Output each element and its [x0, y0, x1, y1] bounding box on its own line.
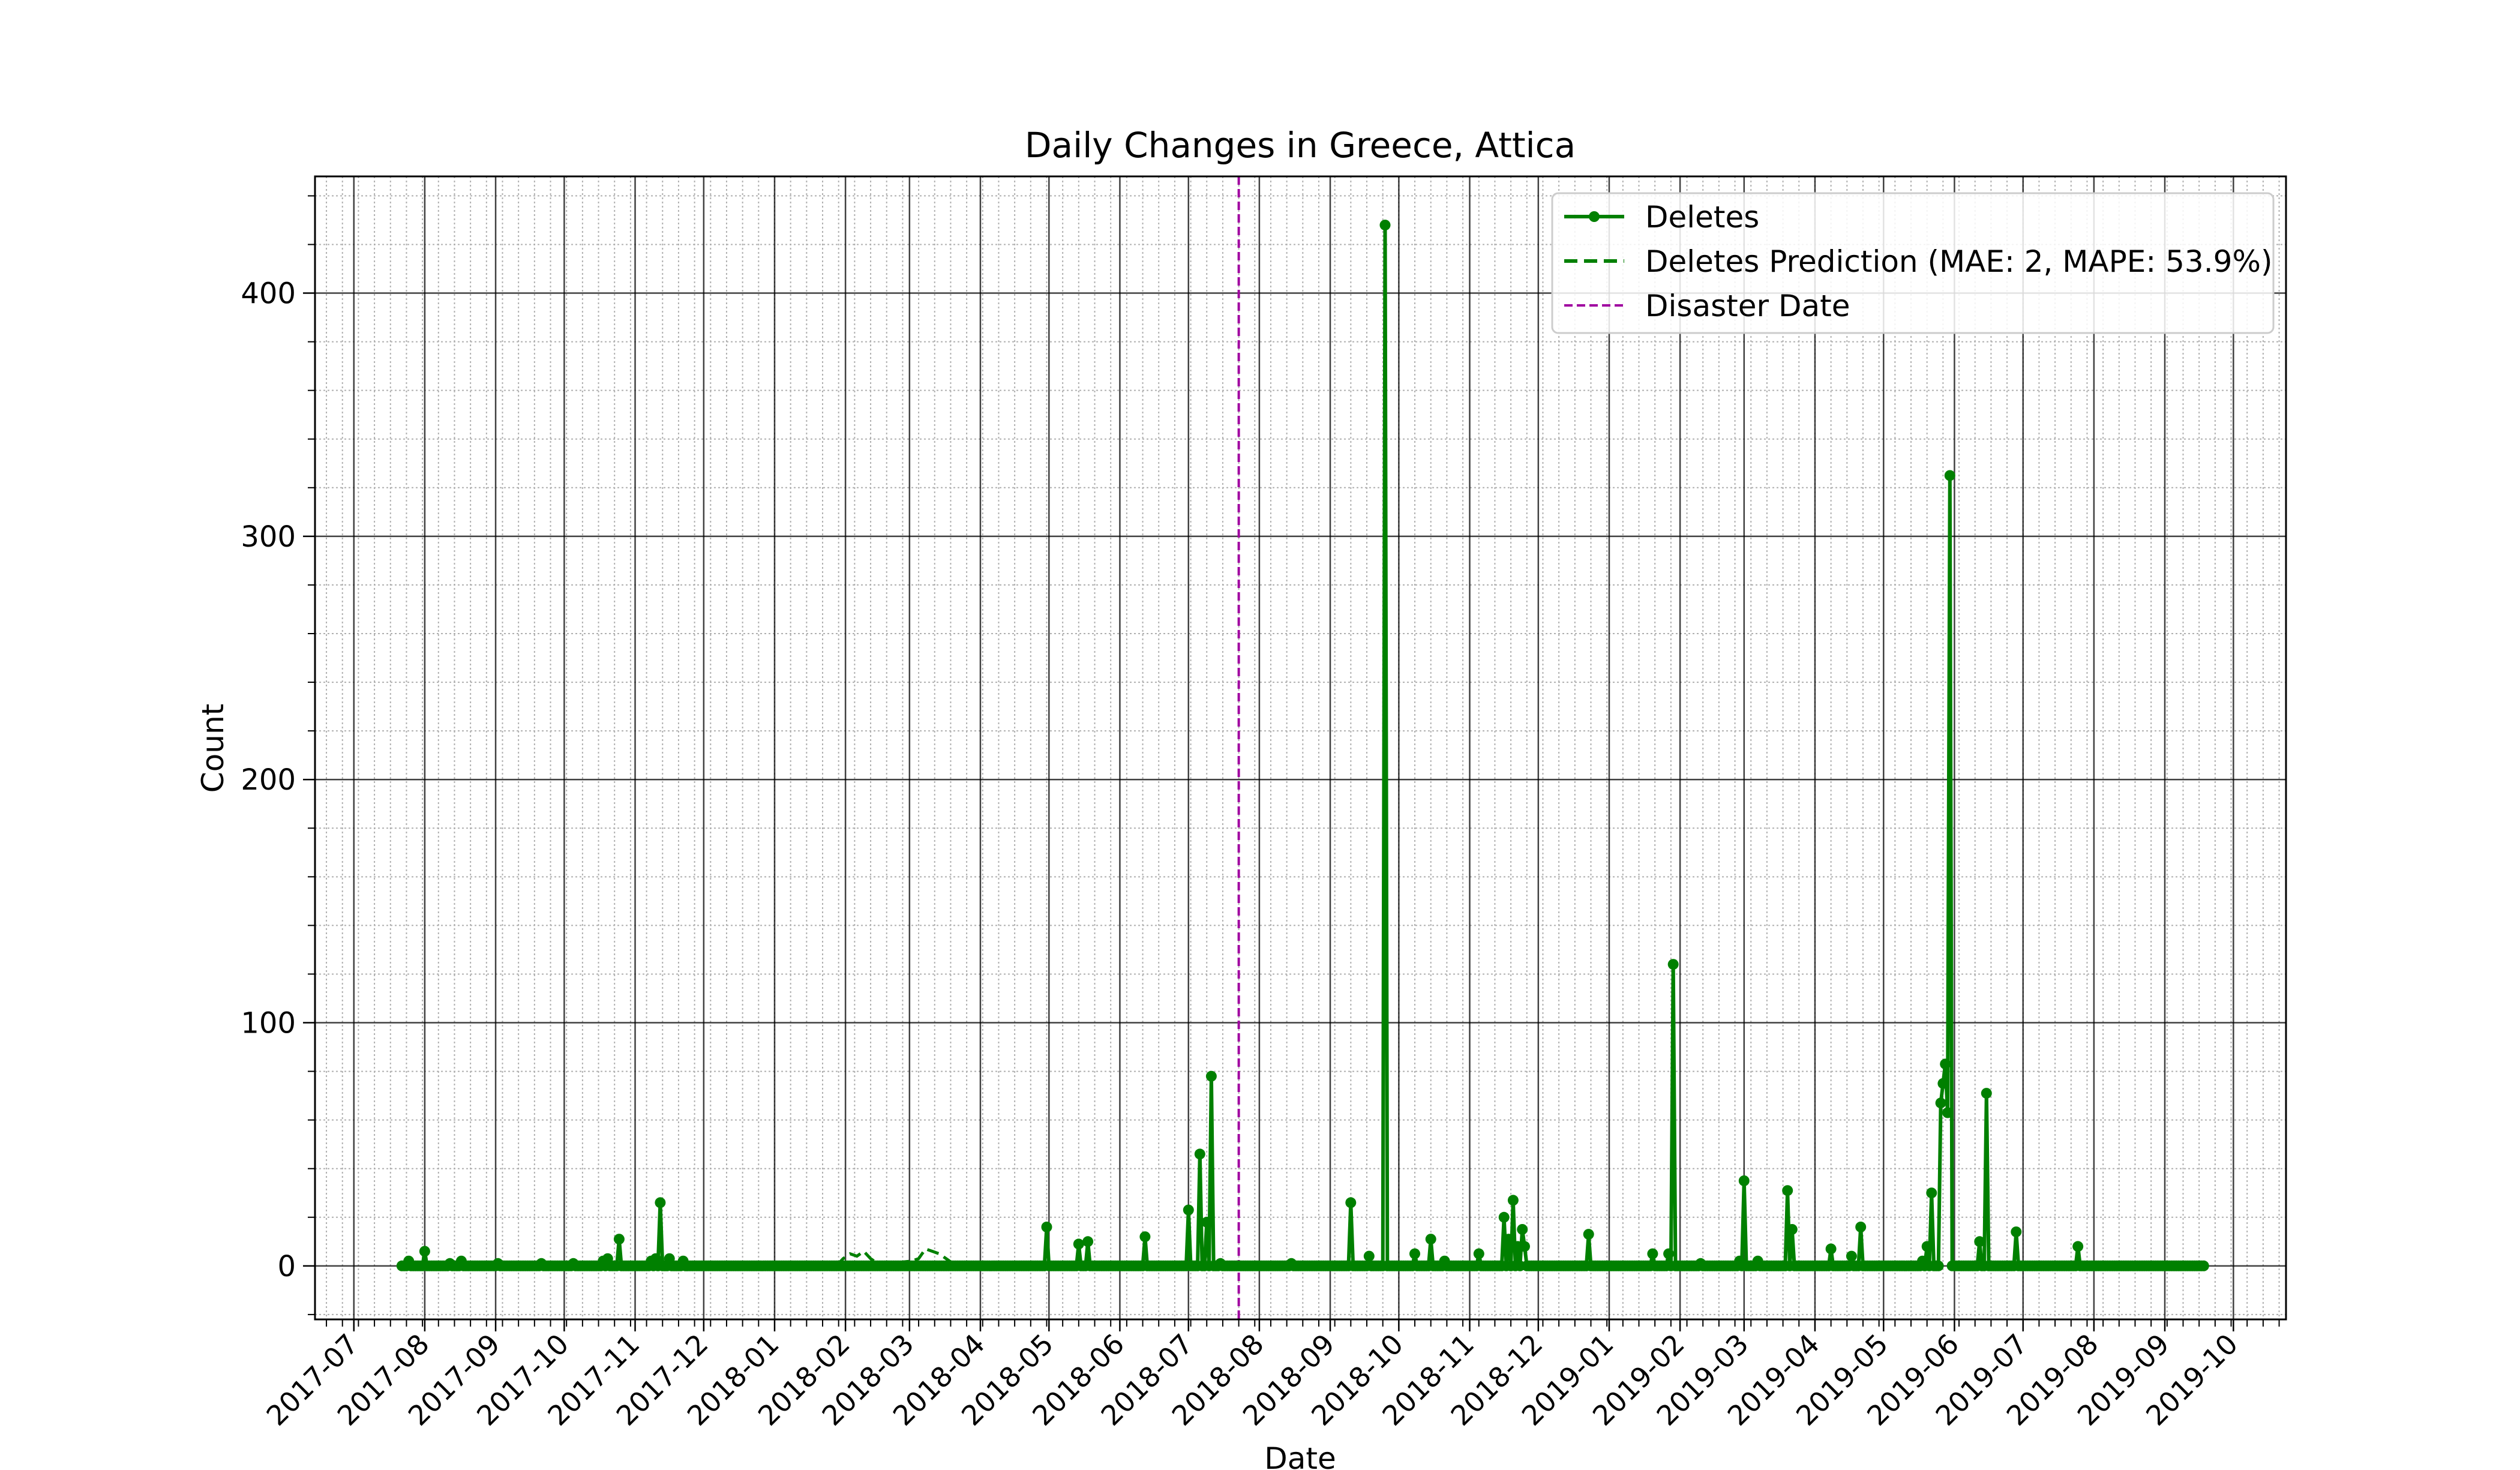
deletes-point: [1507, 1195, 1519, 1206]
legend-prediction-label: Deletes Prediction (MAE: 2, MAPE: 53.9%): [1645, 244, 2272, 279]
legend-disaster-label: Disaster Date: [1645, 289, 1850, 323]
deletes-point: [1981, 1088, 1992, 1099]
deletes-point: [1921, 1241, 1933, 1252]
deletes-point: [1942, 1107, 1953, 1118]
deletes-point: [1205, 1070, 1217, 1082]
deletes-point: [419, 1246, 430, 1257]
deletes-point: [1825, 1243, 1837, 1255]
chart-title: Daily Changes in Greece, Attica: [1025, 125, 1576, 166]
deletes-point: [1473, 1248, 1484, 1259]
legend-frame: [1551, 192, 2275, 334]
deletes-point: [1974, 1236, 1985, 1247]
axis-ticks: [303, 195, 2280, 1331]
x-axis-label: Date: [1264, 1441, 1336, 1470]
y-tick-label: 300: [241, 520, 296, 554]
deletes-point: [1846, 1250, 1857, 1262]
deletes-point: [1183, 1204, 1194, 1216]
deletes-point: [1345, 1197, 1357, 1208]
deletes-point: [2072, 1241, 2084, 1252]
deletes-point: [613, 1234, 625, 1245]
deletes-point: [1073, 1238, 1084, 1250]
deletes-point: [1855, 1222, 1867, 1232]
y-tick-label: 400: [241, 277, 296, 311]
deletes-point: [1041, 1222, 1052, 1232]
deletes-point: [1082, 1236, 1094, 1247]
deletes-point: [1935, 1097, 1946, 1109]
deletes-point: [1738, 1175, 1750, 1186]
y-tick-label: 100: [241, 1007, 296, 1040]
deletes-point: [1786, 1224, 1798, 1235]
y-tick-label: 200: [241, 763, 296, 797]
deletes-point: [2011, 1226, 2022, 1238]
deletes-point: [1663, 1248, 1675, 1259]
deletes-point: [1782, 1185, 1793, 1196]
deletes-point: [1937, 1078, 1949, 1089]
deletes-point: [1940, 1058, 1951, 1070]
major-grid: [315, 176, 2286, 1319]
legend-deletes-label: Deletes: [1645, 200, 1759, 235]
deletes-point: [1517, 1224, 1528, 1235]
deletes-point: [1519, 1241, 1530, 1252]
plot-frame: [314, 175, 2287, 1321]
deletes-point: [1503, 1234, 1514, 1245]
legend-deletes-marker: [1589, 211, 1600, 222]
deletes-point: [1363, 1250, 1375, 1262]
deletes-point: [1583, 1229, 1594, 1240]
deletes-point: [1139, 1231, 1151, 1243]
deletes-point: [1926, 1187, 1937, 1199]
deletes-point: [1425, 1234, 1436, 1245]
minor-grid: [315, 176, 2286, 1319]
deletes-point: [2198, 1260, 2209, 1271]
y-tick-label: 0: [277, 1250, 296, 1283]
deletes-point: [1498, 1211, 1510, 1223]
deletes-point: [1647, 1248, 1658, 1259]
y-axis-label: Count: [196, 704, 230, 793]
deletes-point: [1201, 1216, 1213, 1228]
deletes-point: [655, 1197, 666, 1208]
deletes-point: [1409, 1248, 1420, 1259]
series-layer: [396, 176, 2209, 1319]
deletes-point: [1194, 1148, 1205, 1160]
deletes-point: [1667, 959, 1679, 970]
deletes-point: [1379, 220, 1391, 231]
deletes-point: [1944, 470, 1955, 481]
legend: Deletes Deletes Prediction (MAE: 2, MAPE…: [1551, 192, 2275, 334]
deletes-point: [1933, 1260, 1944, 1271]
